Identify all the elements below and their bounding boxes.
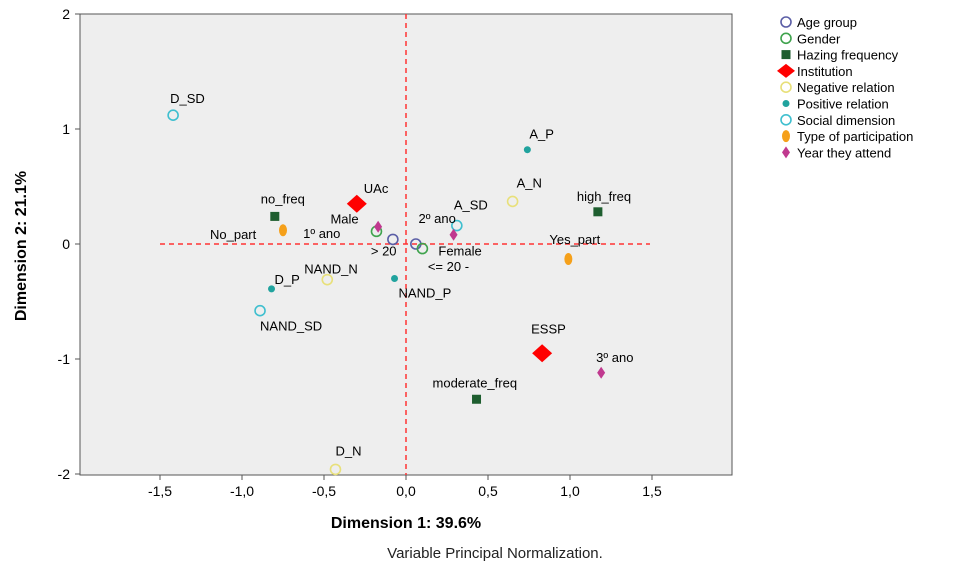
legend-label: Hazing frequency [797, 48, 899, 63]
data-point [346, 194, 367, 213]
data-point [593, 207, 603, 217]
legend-marker [780, 32, 792, 45]
reference-lines [160, 14, 650, 475]
data-point-label: ESSP [531, 321, 566, 336]
data-point [449, 228, 458, 241]
data-point-label: A_SD [454, 198, 488, 213]
data-point [268, 285, 276, 293]
data-point [391, 275, 399, 282]
data-point-label: <= 20 - [428, 259, 469, 274]
x-tick-label: 1,5 [642, 483, 662, 499]
data-point-label: 1º ano [303, 226, 340, 241]
x-tick-label: -1,5 [148, 483, 172, 499]
data-point-label: UAc [364, 181, 389, 196]
legend-marker [782, 100, 790, 107]
data-point-label: 2º ano [419, 211, 456, 226]
data-point-label: moderate_freq [433, 375, 518, 390]
x-tick-label: 0,0 [396, 483, 416, 499]
data-point [416, 242, 429, 255]
x-axis-ticks: -1,5 -1,0 -0,5 0,0 0,5 1,0 1,5 [148, 475, 662, 499]
legend-label: Institution [797, 64, 853, 79]
y-tick-label: 2 [62, 6, 70, 22]
data-point-label: 3º ano [596, 350, 633, 365]
legend-label: Social dimension [797, 113, 895, 128]
y-axis-title: Dimension 2: 21.1% [13, 171, 30, 321]
legend-marker [782, 146, 790, 159]
data-point [523, 146, 531, 154]
y-tick-label: -2 [58, 466, 71, 482]
legend-label: Gender [797, 31, 841, 46]
data-point-label: No_part [210, 227, 257, 242]
data-point [329, 463, 342, 476]
legend-label: Positive relation [797, 97, 889, 112]
data-point-label: D_SD [170, 91, 205, 106]
legend-marker [782, 130, 790, 143]
data-point [597, 366, 606, 379]
x-tick-label: -0,5 [312, 483, 336, 499]
data-point-label: A_N [517, 175, 542, 190]
y-tick-label: 0 [62, 236, 70, 252]
data-point [279, 224, 287, 237]
legend-marker [780, 114, 792, 126]
data-point-label: NAND_P [399, 286, 452, 301]
normalization-note: Variable Principal Normalization. [387, 545, 603, 562]
data-point-labels: > 20 <= 20 - Male Female no_freq high_freqmod… [170, 91, 633, 458]
x-tick-label: 1,0 [560, 483, 580, 499]
y-axis-ticks: 2 1 0 -1 -2 [58, 6, 80, 482]
legend-label: Negative relation [797, 80, 895, 95]
x-axis-title: Dimension 1: 39.6% [331, 515, 481, 532]
data-point [451, 219, 463, 232]
data-point [387, 233, 399, 246]
data-point-label: D_N [335, 443, 361, 458]
data-point [374, 220, 383, 233]
data-point [321, 273, 334, 286]
y-tick-label: -1 [58, 351, 71, 367]
x-tick-label: -1,0 [230, 483, 254, 499]
data-point-label: NAND_SD [260, 319, 322, 334]
legend-marker [777, 63, 795, 78]
data-point-label: Female [438, 244, 481, 259]
x-tick-label: 0,5 [478, 483, 498, 499]
data-point [270, 211, 280, 221]
legend-marker [780, 16, 792, 28]
data-point-label: > 20 [371, 243, 397, 258]
legend-marker [781, 50, 791, 60]
data-point-label: A_P [529, 127, 554, 142]
data-point-label: NAND_N [304, 262, 357, 277]
data-point [564, 252, 573, 265]
data-point [167, 109, 179, 121]
data-point-label: Yes_part [549, 232, 600, 247]
data-point [532, 344, 553, 363]
y-tick-label: 1 [62, 121, 70, 137]
legend-label: Age group [797, 15, 857, 30]
data-point [254, 304, 266, 317]
legend-marker [780, 81, 792, 93]
data-point-label: no_freq [261, 191, 305, 206]
legend-label: Type of participation [797, 129, 913, 144]
legend-label: Year they attend [797, 145, 891, 160]
data-point-label: high_freq [577, 189, 631, 204]
data-point [472, 394, 482, 404]
data-point [506, 195, 519, 208]
data-point-label: Male [330, 211, 358, 226]
data-points [167, 109, 606, 476]
data-point-label: D_P [275, 272, 300, 287]
